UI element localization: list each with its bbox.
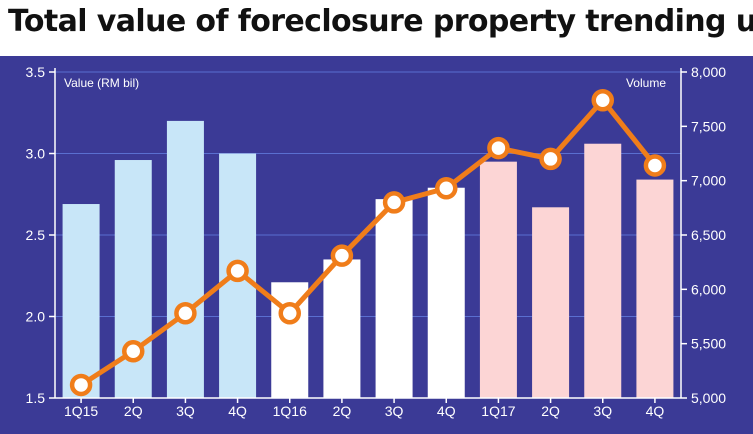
- volume-point-3: [226, 259, 249, 283]
- right-tick-label: 7,000: [691, 173, 726, 189]
- volume-point-5: [330, 244, 354, 267]
- bar-4q-7: [427, 187, 465, 398]
- chart-title: Total value of foreclosure property tren…: [8, 4, 753, 39]
- right-tick-label: 5,000: [691, 390, 726, 406]
- x-tick-label: 1Q15: [64, 403, 98, 419]
- right-axis-title: Volume: [626, 76, 666, 90]
- volume-point-4: [278, 301, 301, 325]
- axes: 1.5 2.0 2.5 3.0 3.5 5,000 5,500 6,000 6,500 7,000…: [26, 64, 727, 419]
- x-tick-label: 2Q: [541, 403, 560, 419]
- volume-point-0: [69, 373, 93, 397]
- left-tick-label: 3.5: [26, 64, 46, 80]
- x-tick-label: 1Q17: [481, 403, 515, 419]
- right-tick-label: 6,000: [691, 281, 726, 297]
- x-tick-label: 2Q: [333, 403, 352, 419]
- left-tick-label: 2.0: [26, 309, 46, 325]
- right-tick-label: 8,000: [691, 64, 726, 80]
- right-tick-label: 7,500: [691, 118, 726, 134]
- volume-point-9: [539, 147, 562, 171]
- volume-point-6: [382, 191, 406, 214]
- left-tick-label: 3.0: [26, 146, 46, 162]
- bar-1q17-8: [479, 161, 517, 398]
- x-tick-label: 4Q: [646, 403, 665, 419]
- volume-point-7: [435, 177, 458, 200]
- volume-point-8: [487, 136, 510, 160]
- bar-3q-10: [584, 143, 622, 398]
- bar-3q-6: [375, 199, 413, 398]
- bar-2q-5: [323, 259, 361, 398]
- volume-point-2: [174, 301, 197, 325]
- right-tick-label: 5,500: [691, 336, 726, 352]
- x-tick-label: 3Q: [593, 403, 612, 419]
- x-tick-label: 3Q: [385, 403, 404, 419]
- bar-3q-2: [166, 120, 204, 399]
- bar-series: [62, 120, 674, 399]
- volume-point-1: [122, 340, 145, 363]
- x-tick-label: 2Q: [124, 403, 143, 419]
- x-tick-label: 4Q: [228, 403, 247, 419]
- volume-point-10: [591, 89, 614, 112]
- volume-point-11: [643, 154, 667, 177]
- line-series: [69, 89, 667, 397]
- left-tick-label: 1.5: [26, 390, 46, 406]
- bar-4q-11: [636, 179, 674, 398]
- bar-1q15-0: [62, 204, 100, 398]
- x-tick-label: 4Q: [437, 403, 456, 419]
- x-tick-label: 1Q16: [273, 403, 307, 419]
- left-tick-label: 2.5: [26, 227, 46, 243]
- left-axis-title: Value (RM bil): [64, 76, 139, 90]
- bar-2q-9: [532, 207, 570, 398]
- right-tick-label: 6,500: [691, 227, 726, 243]
- x-tick-label: 3Q: [176, 403, 195, 419]
